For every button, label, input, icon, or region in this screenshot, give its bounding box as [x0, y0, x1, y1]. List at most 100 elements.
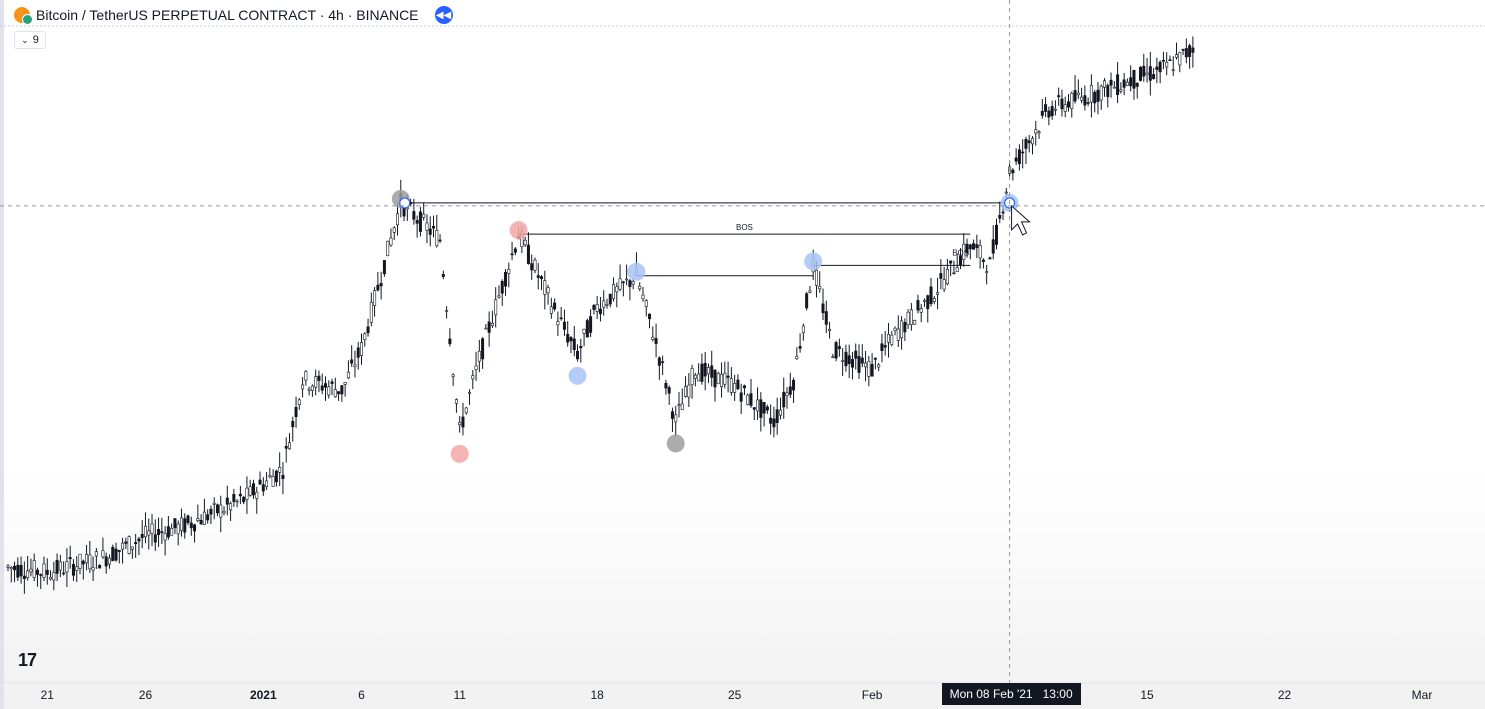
candle-body [1132, 70, 1136, 89]
candle-body [1073, 90, 1077, 102]
candle-body [661, 361, 665, 363]
candle-body [356, 347, 360, 358]
candle-body [271, 476, 275, 487]
candle-body [222, 510, 226, 514]
candle-body [664, 382, 668, 389]
candle-body [782, 391, 786, 408]
candle-body [9, 567, 13, 570]
candle-body [392, 227, 396, 233]
candle-body [163, 533, 167, 541]
candle-body [523, 239, 527, 246]
swing-marker [804, 252, 823, 271]
swing-marker [450, 444, 469, 463]
candle-body [500, 281, 504, 294]
candle-body [160, 531, 164, 534]
candle-body [242, 496, 246, 503]
candle-body [972, 243, 976, 250]
x-tick-label: 6 [358, 688, 365, 702]
chart-header: Bitcoin / TetherUS PERPETUAL CONTRACT · … [14, 6, 453, 25]
candle-body [566, 333, 570, 343]
candle-body [202, 511, 206, 525]
candle-body [1099, 85, 1103, 101]
candle-body [945, 269, 949, 285]
swing-marker [627, 262, 646, 281]
candle-body [690, 368, 694, 385]
candle-body [1122, 79, 1126, 88]
candle-body [965, 243, 969, 254]
candle-body [481, 338, 485, 360]
candle-body [742, 385, 746, 389]
candle-body [1181, 49, 1185, 51]
candle-body [670, 411, 674, 419]
swing-marker [509, 221, 528, 240]
candle-body [179, 517, 183, 531]
candle-body [981, 259, 985, 262]
candle-body [343, 381, 347, 385]
candle-body [445, 310, 449, 312]
candle-body [1103, 80, 1107, 88]
x-tick-label: 11 [453, 688, 466, 702]
tradingview-logo-icon[interactable]: 17 [18, 650, 37, 670]
candle-body [238, 493, 242, 497]
candle-body [320, 385, 324, 391]
candle-body [261, 484, 265, 492]
candle-body [78, 553, 82, 569]
candle-body [1050, 106, 1054, 117]
candle-body [562, 321, 566, 330]
candle-body [274, 470, 278, 483]
candle-body [206, 514, 210, 521]
candle-body [1178, 52, 1182, 66]
x-tick-label: 22 [1278, 688, 1292, 702]
candle-body [98, 565, 102, 569]
candle-body [1125, 81, 1129, 86]
candle-body [703, 363, 707, 377]
candle-body [667, 387, 671, 394]
candle-body [674, 414, 678, 423]
candle-body [900, 320, 904, 339]
candle-body [850, 359, 854, 368]
indicator-toggle[interactable]: ⌄ 9 [14, 31, 46, 49]
candle-body [1030, 138, 1034, 145]
candle-body [844, 351, 848, 367]
candle-body [752, 407, 756, 410]
candle-body [114, 548, 118, 561]
candle-body [785, 392, 789, 397]
candle-body [333, 389, 337, 398]
candle-body [1112, 86, 1116, 89]
candle-body [988, 257, 992, 260]
candle-body [94, 551, 98, 557]
candle-body [359, 342, 363, 356]
candle-body [19, 565, 23, 577]
candle-body [1184, 48, 1188, 58]
candle-body [304, 371, 308, 381]
candle-body [1148, 66, 1152, 81]
candle-body [157, 528, 161, 536]
candle-body [1171, 69, 1175, 72]
candle-body [896, 328, 900, 341]
candle-body [287, 442, 291, 450]
candle-body [1057, 95, 1061, 98]
candle-body [978, 245, 982, 259]
candle-body [883, 345, 887, 348]
symbol-title[interactable]: Bitcoin / TetherUS PERPETUAL CONTRACT · … [36, 7, 419, 23]
candle-body [251, 483, 255, 496]
candle-body [1067, 101, 1071, 108]
candle-body [134, 542, 138, 544]
candle-body [716, 372, 720, 385]
candle-body [955, 267, 959, 272]
candle-body [225, 497, 229, 505]
candle-body [412, 211, 416, 220]
candle-body [1027, 140, 1031, 144]
swing-marker [666, 434, 685, 453]
candle-body [45, 569, 49, 575]
candle-body [507, 269, 511, 274]
candle-body [657, 357, 661, 366]
candle-body [464, 407, 468, 414]
candle-body [638, 285, 642, 290]
replay-icon[interactable]: ◀◀ [434, 6, 453, 24]
candle-body [540, 276, 544, 280]
candle-body [589, 316, 593, 333]
candle-body [68, 557, 72, 560]
candle-body [756, 399, 760, 412]
